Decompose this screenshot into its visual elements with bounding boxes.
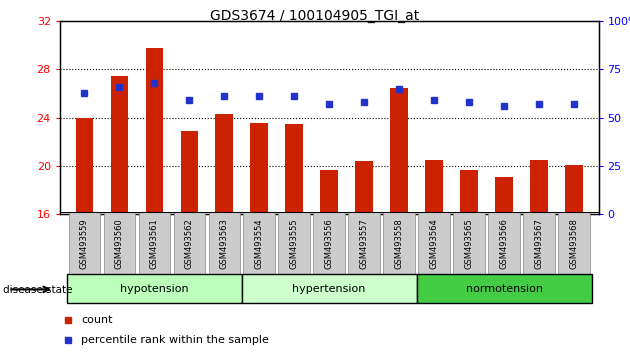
FancyBboxPatch shape [243,212,275,274]
Text: hypotension: hypotension [120,284,188,293]
FancyBboxPatch shape [348,212,380,274]
FancyBboxPatch shape [103,212,135,274]
Bar [425,160,443,214]
Bar [321,170,338,214]
Text: disease state: disease state [3,285,72,295]
FancyBboxPatch shape [524,212,555,274]
Text: GSM493562: GSM493562 [185,218,194,269]
Text: GSM493555: GSM493555 [290,218,299,269]
Bar [565,165,583,214]
Text: GSM493568: GSM493568 [570,218,578,269]
Bar [76,118,93,214]
Bar [111,75,128,214]
Text: GSM493566: GSM493566 [500,218,508,269]
Text: percentile rank within the sample: percentile rank within the sample [81,335,269,345]
Text: count: count [81,315,113,325]
Text: GSM493567: GSM493567 [534,218,544,269]
Text: GSM493554: GSM493554 [255,218,264,269]
FancyBboxPatch shape [488,212,520,274]
FancyBboxPatch shape [139,212,170,274]
Text: normotension: normotension [466,284,542,293]
Text: GSM493561: GSM493561 [150,218,159,269]
Text: GSM493556: GSM493556 [324,218,334,269]
FancyBboxPatch shape [173,212,205,274]
FancyBboxPatch shape [69,212,100,274]
Bar [67,274,242,303]
FancyBboxPatch shape [384,212,415,274]
Bar [461,170,478,214]
Text: GSM493557: GSM493557 [360,218,369,269]
Bar [251,122,268,214]
FancyBboxPatch shape [558,212,590,274]
Bar [242,274,416,303]
Text: GSM493563: GSM493563 [220,218,229,269]
Text: GSM493565: GSM493565 [464,218,474,269]
Bar [215,114,233,214]
Text: GDS3674 / 100104905_TGI_at: GDS3674 / 100104905_TGI_at [210,9,420,23]
FancyBboxPatch shape [418,212,450,274]
Bar [391,87,408,214]
Bar [285,124,303,214]
FancyBboxPatch shape [209,212,240,274]
Bar [355,161,373,214]
FancyBboxPatch shape [314,212,345,274]
Text: hypertension: hypertension [292,284,366,293]
Text: GSM493559: GSM493559 [80,218,89,269]
Bar [146,48,163,214]
Bar [181,131,198,214]
Bar [495,177,513,214]
Text: GSM493558: GSM493558 [394,218,404,269]
FancyBboxPatch shape [278,212,310,274]
Text: GSM493560: GSM493560 [115,218,124,269]
FancyBboxPatch shape [454,212,485,274]
Text: GSM493564: GSM493564 [430,218,438,269]
Bar [530,160,547,214]
Bar [416,274,592,303]
